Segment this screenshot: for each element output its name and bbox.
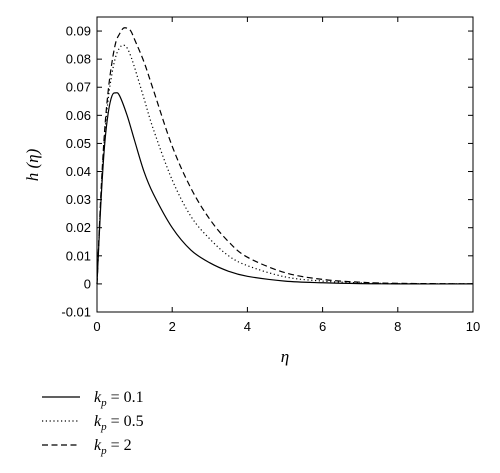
legend-subscript: p bbox=[100, 445, 107, 457]
y-tick-label: 0.04 bbox=[66, 164, 91, 179]
x-tick-label: 6 bbox=[319, 319, 326, 334]
series-line-2 bbox=[96, 44, 474, 285]
legend-entry: kp = 0.1 bbox=[94, 389, 144, 409]
y-tick-label: 0 bbox=[84, 276, 91, 291]
y-tick-label: 0.01 bbox=[66, 248, 91, 263]
legend-symbol: k bbox=[94, 413, 102, 430]
series-line-1 bbox=[96, 92, 474, 285]
legend-subscript: p bbox=[100, 397, 107, 409]
legend-symbol: k bbox=[94, 437, 102, 454]
x-tick-label: 4 bbox=[244, 319, 251, 334]
legend-entry: kp = 0.5 bbox=[94, 413, 144, 433]
y-tick-label: 0.03 bbox=[66, 192, 91, 207]
legend-value: = 0.5 bbox=[107, 413, 144, 430]
y-tick-label: 0.05 bbox=[66, 136, 91, 151]
y-axis-label: h (η) bbox=[23, 148, 42, 181]
y-tick-label: 0.08 bbox=[66, 52, 91, 67]
y-tick-label: 0.07 bbox=[66, 80, 91, 95]
x-axis-ticks: 0 2 4 6 8 10 bbox=[93, 17, 480, 334]
legend-symbol: k bbox=[94, 389, 102, 406]
legend-entry: kp = 2 bbox=[94, 437, 132, 457]
legend-value: = 2 bbox=[107, 437, 132, 454]
y-axis-ticks: -0.01 0 0.01 0.02 0.03 0.04 0.05 0.06 0.07 0.08 0.… bbox=[61, 24, 473, 320]
x-tick-label: 8 bbox=[394, 319, 401, 334]
legend-subscript: p bbox=[100, 421, 107, 433]
x-tick-label: 2 bbox=[169, 319, 176, 334]
legend-value: = 0.1 bbox=[107, 389, 144, 406]
y-tick-label: -0.01 bbox=[61, 305, 91, 320]
series-line-3 bbox=[96, 27, 474, 285]
y-tick-label: 0.02 bbox=[66, 220, 91, 235]
series-lines bbox=[96, 27, 474, 285]
y-tick-label: 0.09 bbox=[66, 24, 91, 39]
x-axis-label: η bbox=[281, 347, 289, 366]
legend: kp = 0.1kp = 0.5kp = 2 bbox=[42, 389, 144, 457]
x-tick-label: 10 bbox=[466, 319, 480, 334]
x-tick-label: 0 bbox=[93, 319, 100, 334]
plot-frame bbox=[96, 16, 474, 313]
y-tick-label: 0.06 bbox=[66, 108, 91, 123]
